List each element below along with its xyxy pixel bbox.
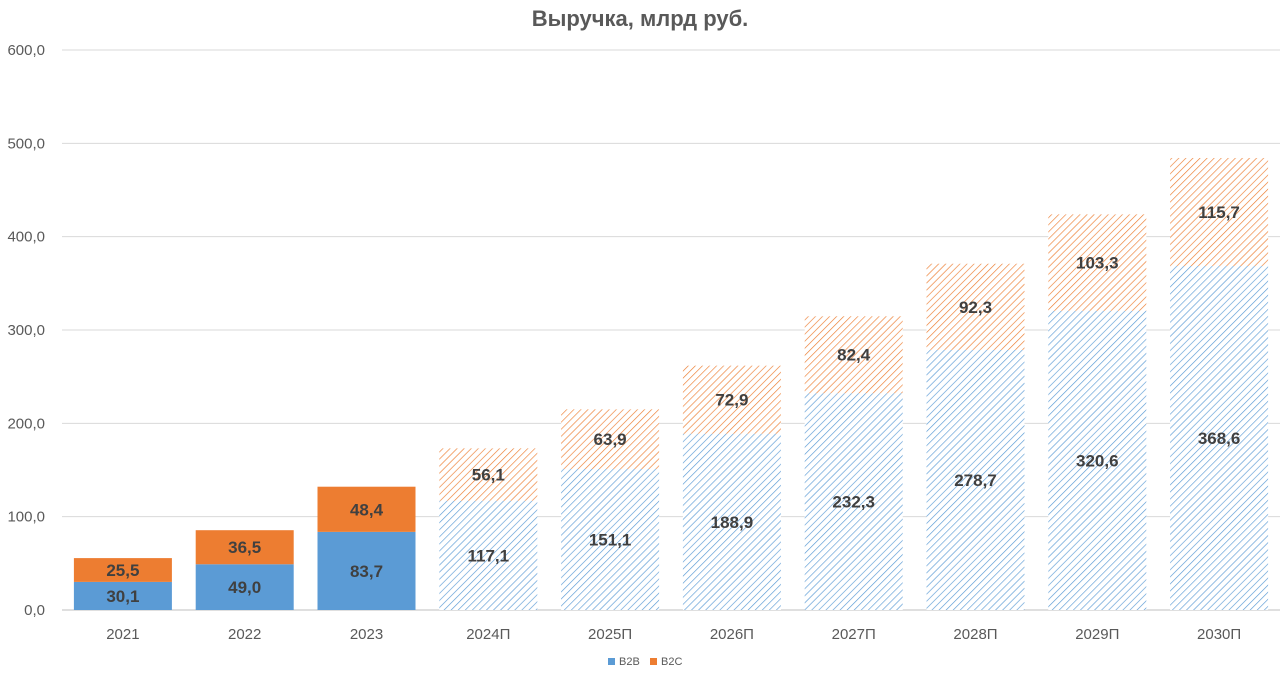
legend: B2B B2C xyxy=(608,656,682,668)
bar-b2c-2028П xyxy=(926,263,1025,350)
bar-b2c-2021 xyxy=(73,558,172,582)
data-label-b2c: 25,5 xyxy=(106,561,139,580)
data-label-b2b: 232,3 xyxy=(832,493,875,512)
data-label-b2b: 49,0 xyxy=(228,578,261,597)
y-tick-label: 500,0 xyxy=(7,135,45,152)
bar-b2c-2024П xyxy=(439,448,538,501)
bar-b2b-2028П xyxy=(926,349,1025,610)
bar-b2b-2025П xyxy=(561,468,660,610)
y-tick-label: 0,0 xyxy=(24,602,45,619)
x-tick-label: 2024П xyxy=(466,626,510,643)
bar-b2b-2027П xyxy=(804,393,903,610)
data-label-b2c: 115,7 xyxy=(1198,203,1240,222)
y-tick-label: 200,0 xyxy=(7,415,45,432)
x-tick-label: 2028П xyxy=(953,626,997,643)
y-axis: 0,0 100,0 200,0 300,0 400,0 500,0 600,0 xyxy=(7,42,45,619)
data-label-b2b: 368,6 xyxy=(1198,429,1241,448)
legend-label-b2b: B2B xyxy=(619,656,640,668)
data-label-b2b: 117,1 xyxy=(467,546,509,565)
y-tick-label: 100,0 xyxy=(7,509,45,526)
bar-b2c-2029П xyxy=(1048,214,1147,311)
x-tick-label: 2025П xyxy=(588,626,632,643)
data-label-b2c: 36,5 xyxy=(228,538,261,557)
bar-b2b-2026П xyxy=(682,433,781,610)
data-label-b2c: 72,9 xyxy=(715,391,748,410)
legend-swatch-b2c xyxy=(650,658,657,665)
bar-b2c-2022 xyxy=(195,530,294,565)
x-tick-label: 2030П xyxy=(1197,626,1241,643)
x-tick-label: 2026П xyxy=(710,626,754,643)
bar-b2c-2030П xyxy=(1170,157,1269,266)
x-tick-label: 2023 xyxy=(350,626,383,643)
bar-b2c-2026П xyxy=(682,365,781,434)
bar-b2b-2022 xyxy=(195,564,294,610)
data-label-b2c: 48,4 xyxy=(350,500,384,519)
data-labels: 30,1 25,5 49,0 36,5 83,7 48,4 117,1 56,1 151,1 63… xyxy=(106,203,1240,606)
y-tick-label: 600,0 xyxy=(7,42,45,59)
gridlines xyxy=(62,49,1280,611)
bar-b2c-2025П xyxy=(561,409,660,469)
data-label-b2c: 56,1 xyxy=(472,466,505,485)
data-label-b2c: 92,3 xyxy=(959,298,992,317)
x-axis: 2021 2022 2023 2024П 2025П 2026П 2027П 2028П 202… xyxy=(106,626,1241,643)
bar-b2c-2027П xyxy=(804,316,903,394)
data-label-b2b: 320,6 xyxy=(1076,451,1119,470)
data-label-b2c: 63,9 xyxy=(594,430,627,449)
legend-swatch-b2b xyxy=(608,658,615,665)
data-label-b2b: 83,7 xyxy=(350,562,383,581)
bar-b2b-2024П xyxy=(439,500,538,610)
bars xyxy=(73,157,1269,610)
x-tick-label: 2029П xyxy=(1075,626,1119,643)
chart-title: Выручка, млрд руб. xyxy=(532,6,749,31)
data-label-b2c: 82,4 xyxy=(837,346,871,365)
x-tick-label: 2022 xyxy=(228,626,261,643)
data-label-b2b: 278,7 xyxy=(954,471,997,490)
data-label-b2b: 30,1 xyxy=(106,587,139,606)
data-label-b2c: 103,3 xyxy=(1076,254,1119,273)
bar-b2b-2021 xyxy=(73,581,172,610)
bar-b2b-2030П xyxy=(1170,265,1269,610)
bar-b2b-2023 xyxy=(317,531,416,610)
data-label-b2b: 151,1 xyxy=(589,530,632,549)
bar-b2b-2029П xyxy=(1048,310,1147,610)
data-label-b2b: 188,9 xyxy=(711,513,754,532)
y-tick-label: 300,0 xyxy=(7,322,45,339)
x-tick-label: 2021 xyxy=(106,626,139,643)
bar-b2c-2023 xyxy=(317,486,416,532)
legend-label-b2c: B2C xyxy=(661,656,682,668)
x-tick-label: 2027П xyxy=(832,626,876,643)
y-tick-label: 400,0 xyxy=(7,229,45,246)
